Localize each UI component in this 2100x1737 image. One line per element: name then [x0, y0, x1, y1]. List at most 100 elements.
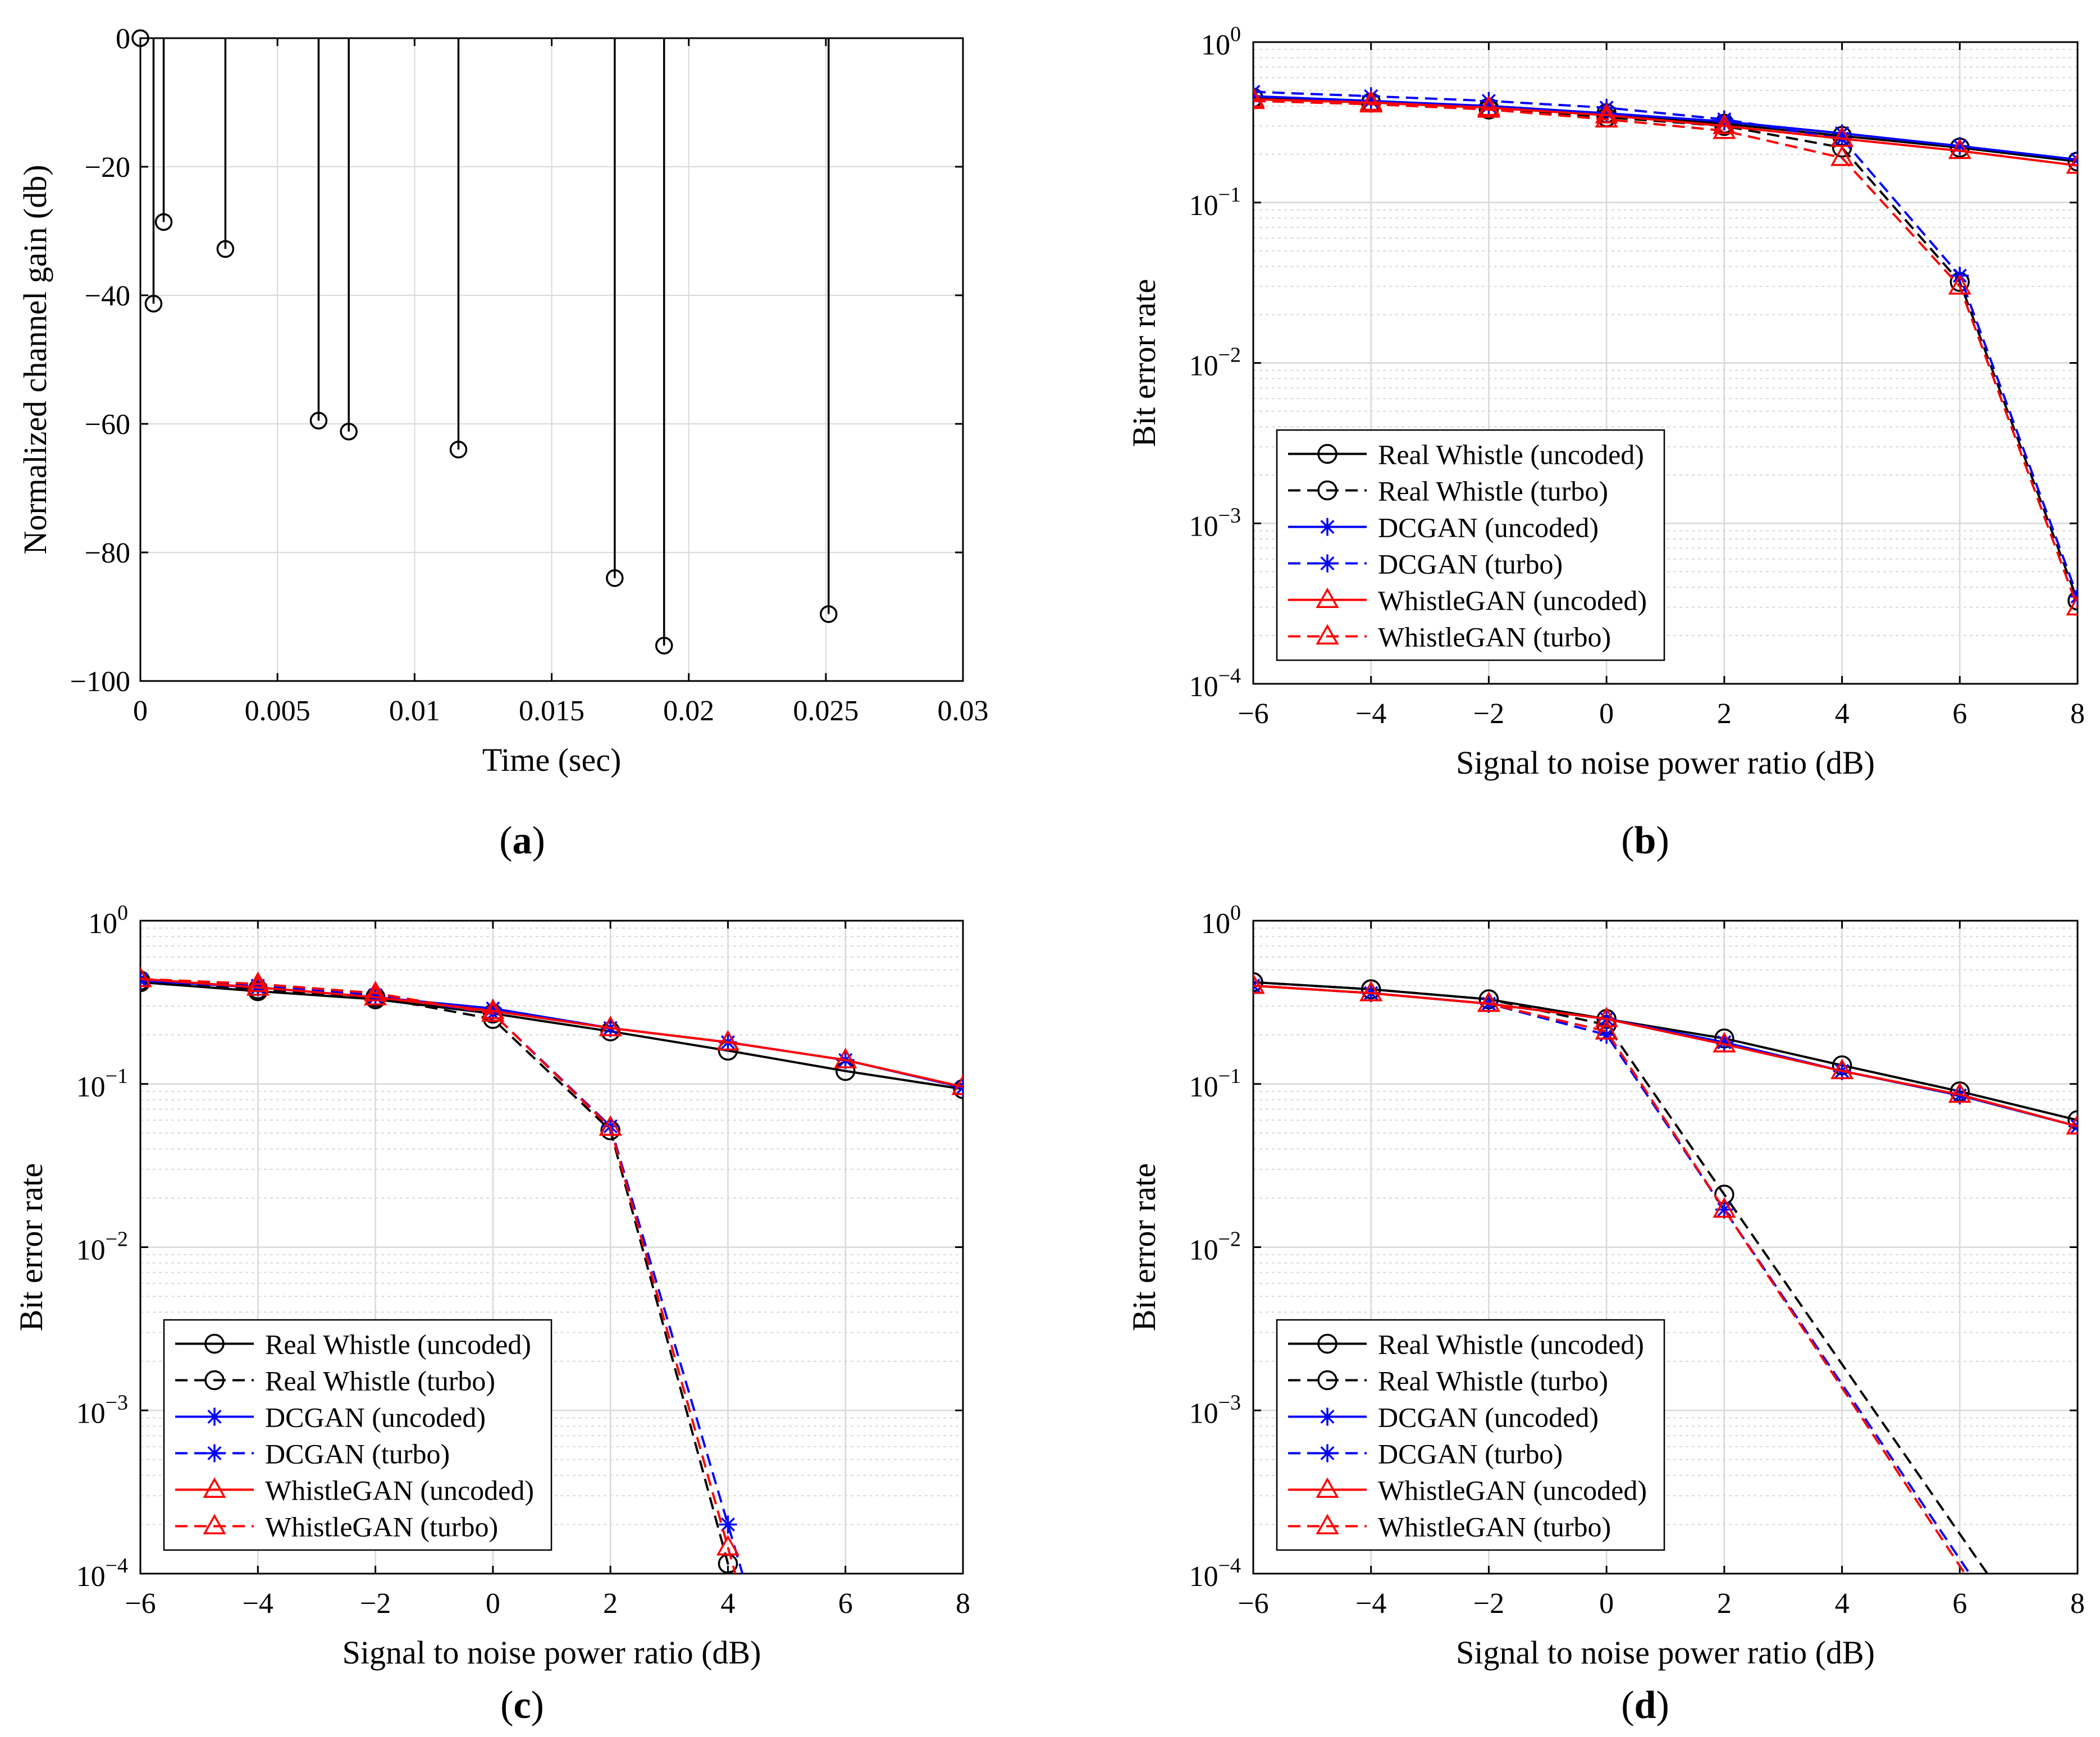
x-axis-label: Signal to noise power ratio (dB) [343, 1634, 761, 1671]
x-tick-label: 0 [133, 695, 148, 727]
series-marker [1253, 973, 1265, 994]
legend-label: Real Whistle (turbo) [265, 1365, 495, 1397]
series-marker [1948, 1082, 1971, 1103]
stem-marker [144, 295, 163, 313]
x-tick-label: 2 [603, 1588, 618, 1620]
x-tick-label: 0 [486, 1588, 500, 1620]
y-tick-label: 10−2 [1189, 344, 1241, 382]
panel-a-stem-chart: 0 0.005 0.01 0.015 0.02 0.025 0.03 0 −20 −40 −60 −8… [17, 23, 989, 778]
legend-label: DCGAN (turbo) [1378, 548, 1563, 580]
x-tick-label: 8 [956, 1588, 970, 1620]
stem-marker [154, 213, 173, 231]
series-marker [1595, 1019, 1618, 1040]
legend-label: DCGAN (uncoded) [1378, 1402, 1599, 1433]
panel-b-ber-chart: −6 −4 −2 0 2 4 6 8 10−4 10−3 10−2 10−1 100 Signal to … [1126, 22, 2085, 781]
caption-b: (b) [1621, 819, 1669, 862]
y-tick-label: 10−1 [1189, 1064, 1241, 1103]
series-marker [1359, 92, 1383, 113]
series-marker [1715, 1200, 1733, 1219]
series-marker [2066, 153, 2078, 174]
legend-box [1276, 429, 1665, 661]
legend-marker [1317, 480, 1337, 501]
x-tick-label: 0 [1599, 1588, 1614, 1620]
series-marker [1948, 274, 1971, 295]
y-tick-label: −20 [85, 152, 130, 184]
y-tick-label: 10−4 [76, 1554, 128, 1593]
series-marker [246, 975, 270, 996]
series-marker [2066, 595, 2078, 616]
series-marker [481, 1001, 505, 1022]
y-tick-label: −80 [85, 537, 130, 569]
series-marker [1951, 137, 1969, 156]
series-marker [2067, 152, 2078, 172]
series-line [1253, 984, 2078, 1128]
series-marker [1713, 1197, 1736, 1218]
x-tick-label: −2 [1473, 698, 1504, 730]
series-marker [1253, 88, 1265, 109]
x-tick-label: 6 [1952, 1588, 1967, 1620]
x-tick-label: −6 [1238, 698, 1268, 730]
y-tick-label: 10−3 [1189, 1391, 1241, 1429]
legend-marker [1318, 1407, 1336, 1426]
series-marker [1595, 1007, 1618, 1027]
x-tick-label: 2 [1717, 698, 1732, 730]
y-tick-label: 100 [1201, 901, 1241, 940]
series-line [1253, 984, 1966, 1574]
y-tick-label: 10−1 [1189, 183, 1241, 222]
x-tick-label: −2 [360, 1588, 391, 1620]
legend: Real Whistle (uncoded) Real Whistle (turb… [163, 1319, 553, 1551]
legend-marker [1316, 587, 1339, 609]
series-line [140, 981, 963, 1090]
series-marker [1830, 1058, 1854, 1080]
legend-marker [204, 1333, 225, 1354]
legend-label: WhistleGAN (turbo) [1378, 1511, 1611, 1543]
series-line [1253, 95, 2078, 161]
legend-label: DCGAN (turbo) [265, 1438, 450, 1470]
x-tick-label: 0.025 [793, 695, 859, 727]
series-marker [953, 1079, 963, 1099]
legend-label: Real Whistle (turbo) [1378, 1365, 1608, 1397]
series-marker [1253, 972, 1263, 993]
legend: Real Whistle (uncoded) Real Whistle (turb… [1276, 1319, 1665, 1551]
series-line [140, 977, 963, 1088]
y-tick-label: 10−4 [1189, 1554, 1241, 1593]
stem-marker [655, 637, 673, 655]
series-marker [366, 986, 385, 1004]
legend-label: WhistleGAN (turbo) [265, 1511, 498, 1543]
series-marker [2067, 1110, 2078, 1130]
y-axis-label: Normalized channel gain (db) [17, 164, 53, 554]
x-tick-label: 0.03 [938, 695, 989, 727]
x-tick-label: 8 [2070, 698, 2085, 730]
x-tick-label: 0 [1599, 698, 1614, 730]
legend-marker [1317, 1333, 1337, 1354]
series-marker [1595, 107, 1618, 128]
legend-marker [1318, 518, 1336, 536]
legend-label: Real Whistle (uncoded) [1378, 439, 1644, 470]
stem-marker [216, 240, 235, 258]
y-tick-label: 10−3 [76, 1391, 128, 1429]
series-marker [951, 1074, 963, 1095]
stem-marker [309, 412, 328, 430]
series-line [1253, 99, 2078, 608]
series-marker [1597, 1026, 1616, 1044]
x-tick-label: 4 [1835, 698, 1850, 730]
y-axis-label: Bit error rate [13, 1163, 49, 1332]
y-tick-label: −40 [85, 280, 130, 312]
y-tick-label: 100 [1201, 22, 1241, 61]
y-tick-label: 10−3 [1189, 504, 1241, 542]
x-tick-label: 8 [2070, 1588, 2085, 1620]
legend-marker [206, 1444, 223, 1462]
series-marker [599, 1016, 622, 1036]
x-tick-label: 4 [1835, 1588, 1850, 1620]
series-marker [1359, 981, 1383, 1002]
series-marker [599, 1115, 622, 1136]
x-tick-label: 0.01 [389, 695, 440, 727]
series-marker [2067, 591, 2078, 611]
series-marker [1830, 145, 1854, 166]
x-tick-label: −4 [1355, 1588, 1386, 1620]
legend-label: Real Whistle (turbo) [1378, 476, 1608, 507]
stem-marker [340, 422, 358, 441]
x-axis-label: Time (sec) [482, 742, 622, 778]
series-line [1253, 984, 2078, 1128]
